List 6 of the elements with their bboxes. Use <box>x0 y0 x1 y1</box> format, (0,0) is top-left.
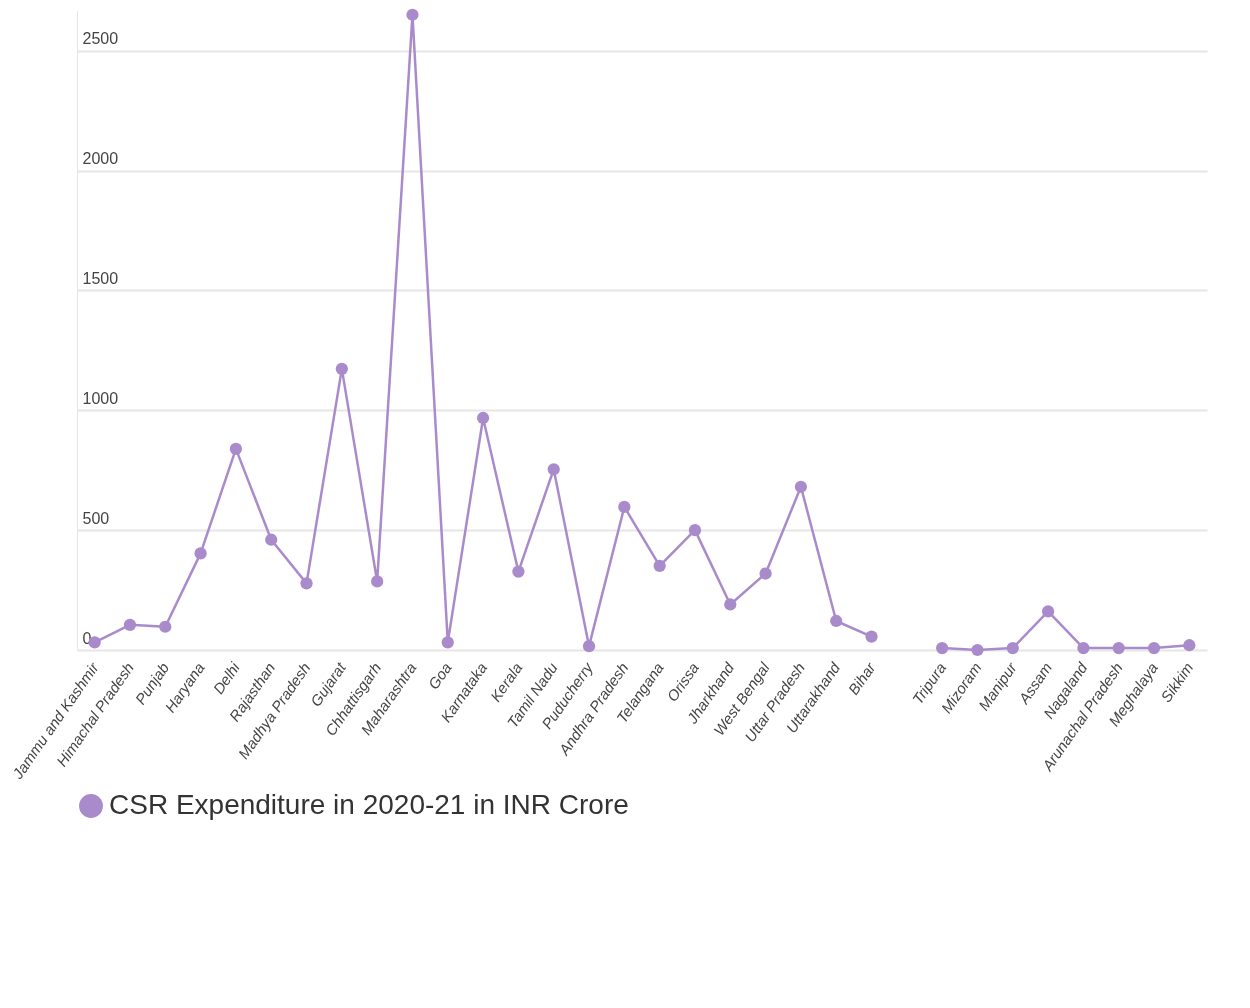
legend-label: CSR Expenditure in 2020-21 in INR Crore <box>109 789 629 820</box>
y-tick-label: 1500 <box>82 269 119 287</box>
y-tick-label: 1000 <box>82 389 119 407</box>
y-tick-label: 500 <box>82 509 110 527</box>
y-tick-label: 2500 <box>82 30 119 48</box>
y-tick-label: 2000 <box>82 150 119 168</box>
